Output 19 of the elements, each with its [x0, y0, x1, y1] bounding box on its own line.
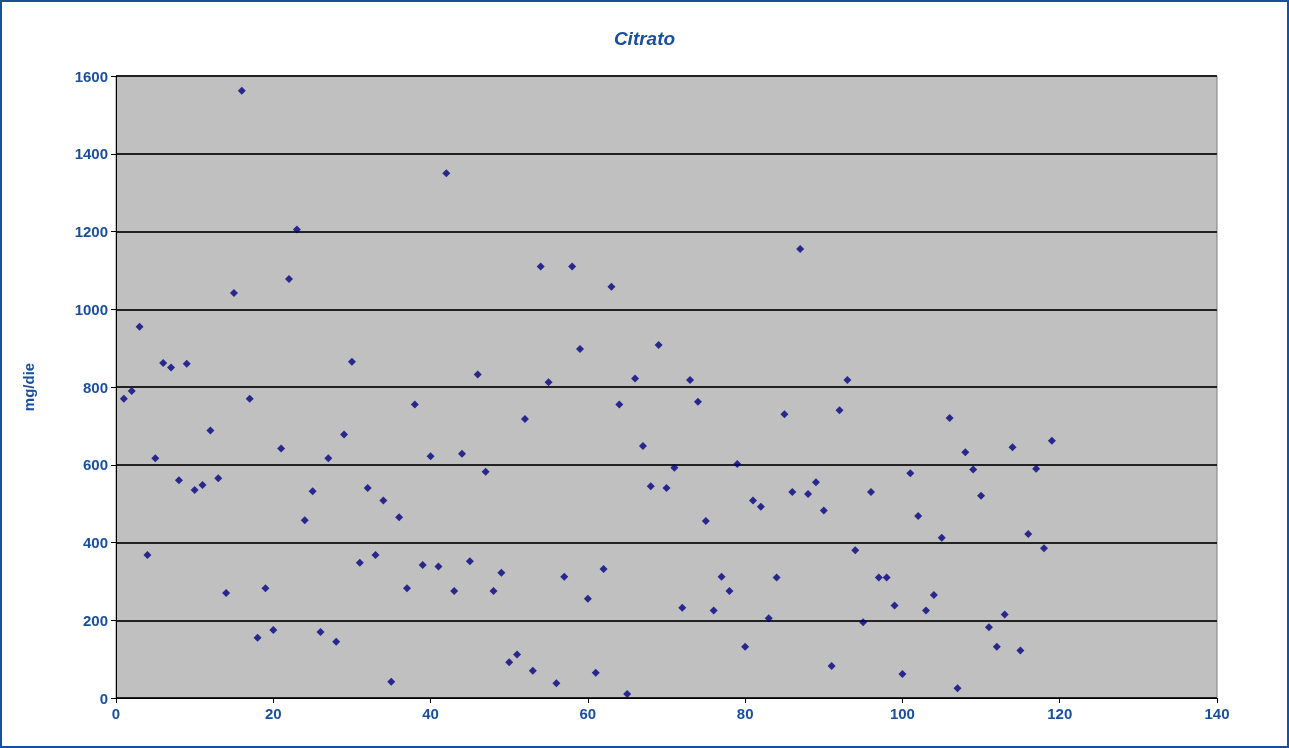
x-tick-label: 120	[1047, 705, 1073, 722]
y-tick-label: 1200	[74, 223, 108, 240]
y-tick-label: 400	[82, 534, 108, 551]
y-tick-label: 600	[82, 456, 108, 474]
x-tick-label: 60	[579, 705, 597, 722]
y-axis-title: mg/die	[20, 362, 37, 412]
x-tick-label: 40	[422, 705, 439, 722]
x-tick-label: 140	[1204, 705, 1230, 722]
y-tick-label: 1000	[74, 300, 108, 318]
y-tick-label: 200	[82, 611, 108, 629]
x-tick-label: 20	[264, 705, 282, 722]
x-tick-label: 0	[111, 705, 121, 722]
y-tick-label: 0	[99, 689, 108, 707]
x-tick-label: 100	[889, 705, 915, 722]
y-tick-label: 800	[82, 378, 108, 396]
x-tick-label: 80	[736, 705, 754, 722]
y-tick-label: 1400	[74, 145, 108, 163]
chart-title: Citrato	[613, 28, 676, 49]
y-tick-label: 1600	[74, 67, 108, 85]
